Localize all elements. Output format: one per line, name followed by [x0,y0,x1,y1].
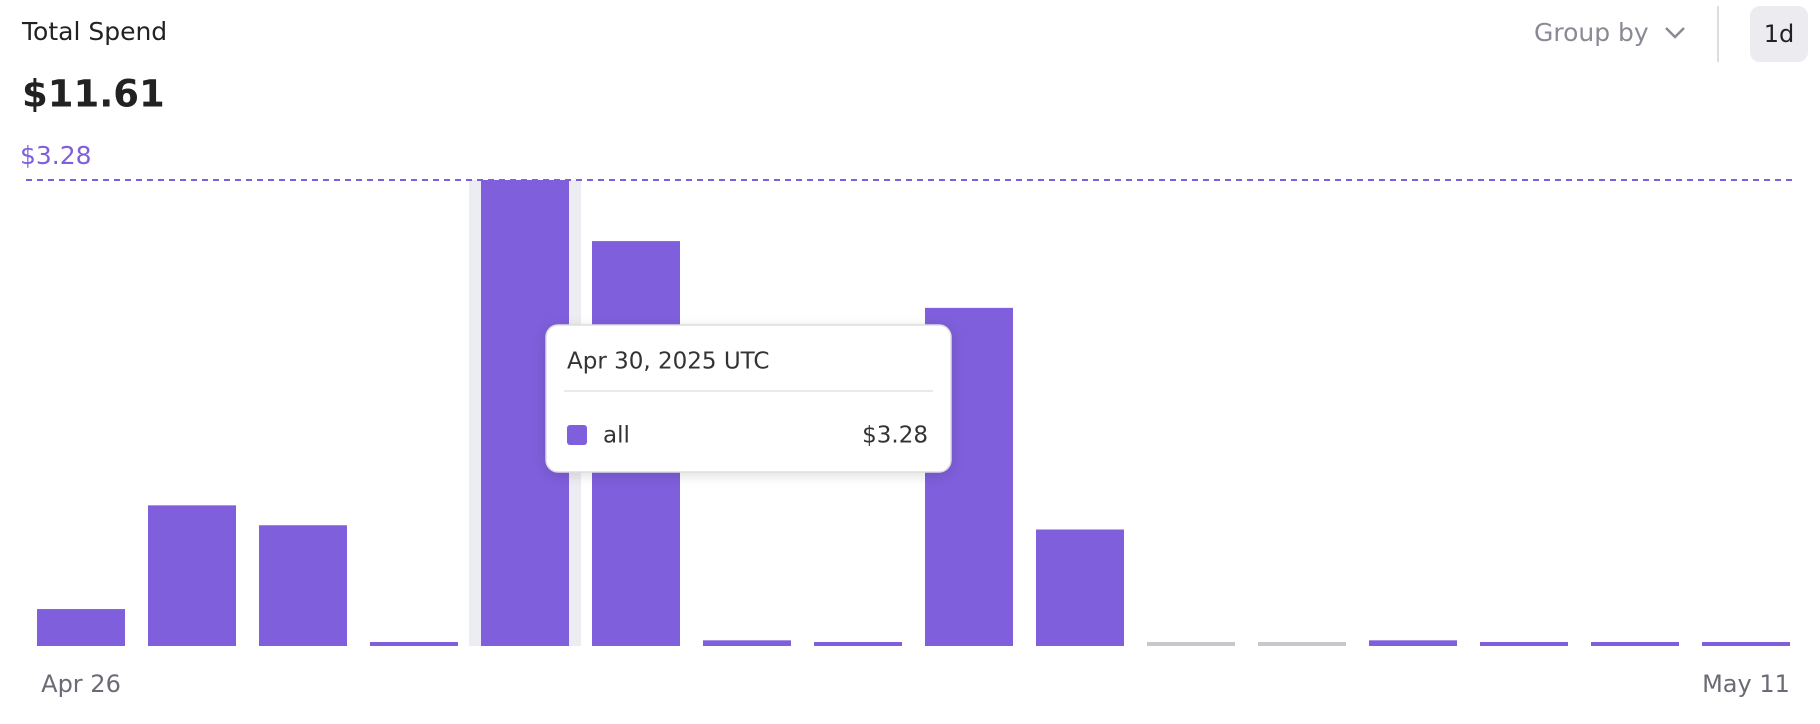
interval-button[interactable] [1750,6,1808,62]
x-tick-label: May 11 [1702,670,1790,698]
bar [1702,642,1790,646]
x-tick-label: Apr 26 [41,670,121,698]
chevron[interactable] [1665,27,1685,39]
tooltip-value: $3.28 [862,423,928,449]
tooltip-title: Apr 30, 2025 UTC [567,349,769,375]
bar [370,642,458,646]
bar [37,609,125,646]
group-by[interactable]: Group by [1534,18,1649,47]
title: Total Spend [21,17,167,46]
bar [814,642,902,646]
bar [1591,642,1679,646]
bar [259,525,347,646]
bar [1147,642,1235,646]
bar [148,505,236,646]
tooltip: Apr 30, 2025 UTC all $3.28 [545,324,952,473]
bar [1369,640,1457,646]
tooltip-series: all [603,423,630,449]
bar [703,640,791,646]
tooltip-box [545,324,952,473]
bar [1036,529,1124,646]
max-line-label: $3.28 [20,141,92,170]
bar [1258,642,1346,646]
bar [1480,642,1568,646]
interval-label[interactable]: 1d [1764,20,1795,48]
total: $11.61 [22,73,165,116]
tooltip-swatch [567,425,587,445]
